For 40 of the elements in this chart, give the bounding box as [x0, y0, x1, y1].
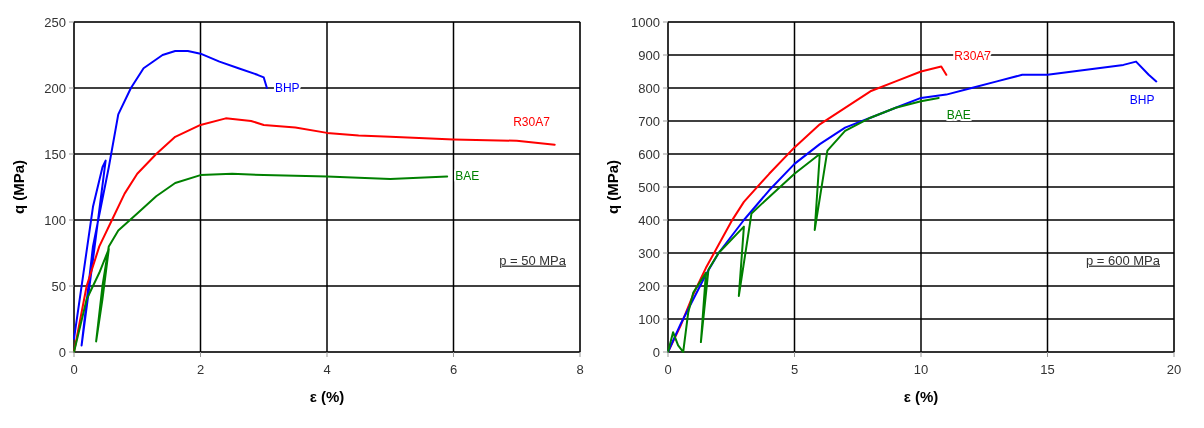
y-tick-label: 300: [638, 245, 660, 261]
x-tick-label: 6: [449, 362, 458, 377]
y-tick-label: 50: [51, 278, 66, 294]
y-tick-label: 200: [44, 80, 66, 96]
y-tick-label: 700: [638, 113, 660, 129]
y-tick-label: 0: [58, 344, 66, 360]
x-tick-label: 8: [576, 362, 584, 377]
x-tick-label: 15: [1040, 362, 1055, 377]
y-tick-label: 500: [638, 179, 660, 195]
y-tick-label: 150: [44, 146, 66, 162]
y-axis-title: q (MPa): [10, 159, 27, 215]
annotation: p = 50 MPa: [499, 252, 567, 268]
x-tick-label: 5: [790, 362, 799, 377]
x-tick-label: 0: [664, 362, 672, 377]
x-axis-title: ε (%): [309, 388, 345, 405]
x-axis-title: ε (%): [903, 388, 939, 405]
x-tick-label: 2: [196, 362, 205, 377]
y-tick-label: 600: [638, 146, 660, 162]
series-label: BAE: [946, 107, 971, 122]
y-tick-label: 900: [638, 47, 660, 63]
y-axis-title: q (MPa): [604, 159, 621, 215]
y-tick-label: 200: [638, 278, 660, 294]
y-tick-label: 800: [638, 80, 660, 96]
y-tick-label: 0: [652, 344, 660, 360]
series-label: R30A7: [513, 114, 551, 129]
annotation: p = 600 MPa: [1085, 252, 1161, 268]
line-series: [73, 172, 449, 353]
x-tick-label: 10: [913, 362, 929, 377]
x-tick-label: 20: [1166, 362, 1182, 377]
series-label: BAE: [455, 169, 480, 184]
line-series: [667, 60, 1158, 353]
x-tick-label: 4: [323, 362, 331, 377]
x-tick-label: 0: [70, 362, 78, 377]
y-tick-label: 100: [638, 311, 660, 327]
y-tick-label: 250: [44, 14, 66, 30]
y-tick-label: 100: [44, 212, 66, 228]
series-label: BHP: [1129, 93, 1155, 108]
line-series: [73, 50, 268, 347]
y-tick-label: 1000: [631, 14, 660, 30]
y-tick-label: 400: [638, 212, 660, 228]
